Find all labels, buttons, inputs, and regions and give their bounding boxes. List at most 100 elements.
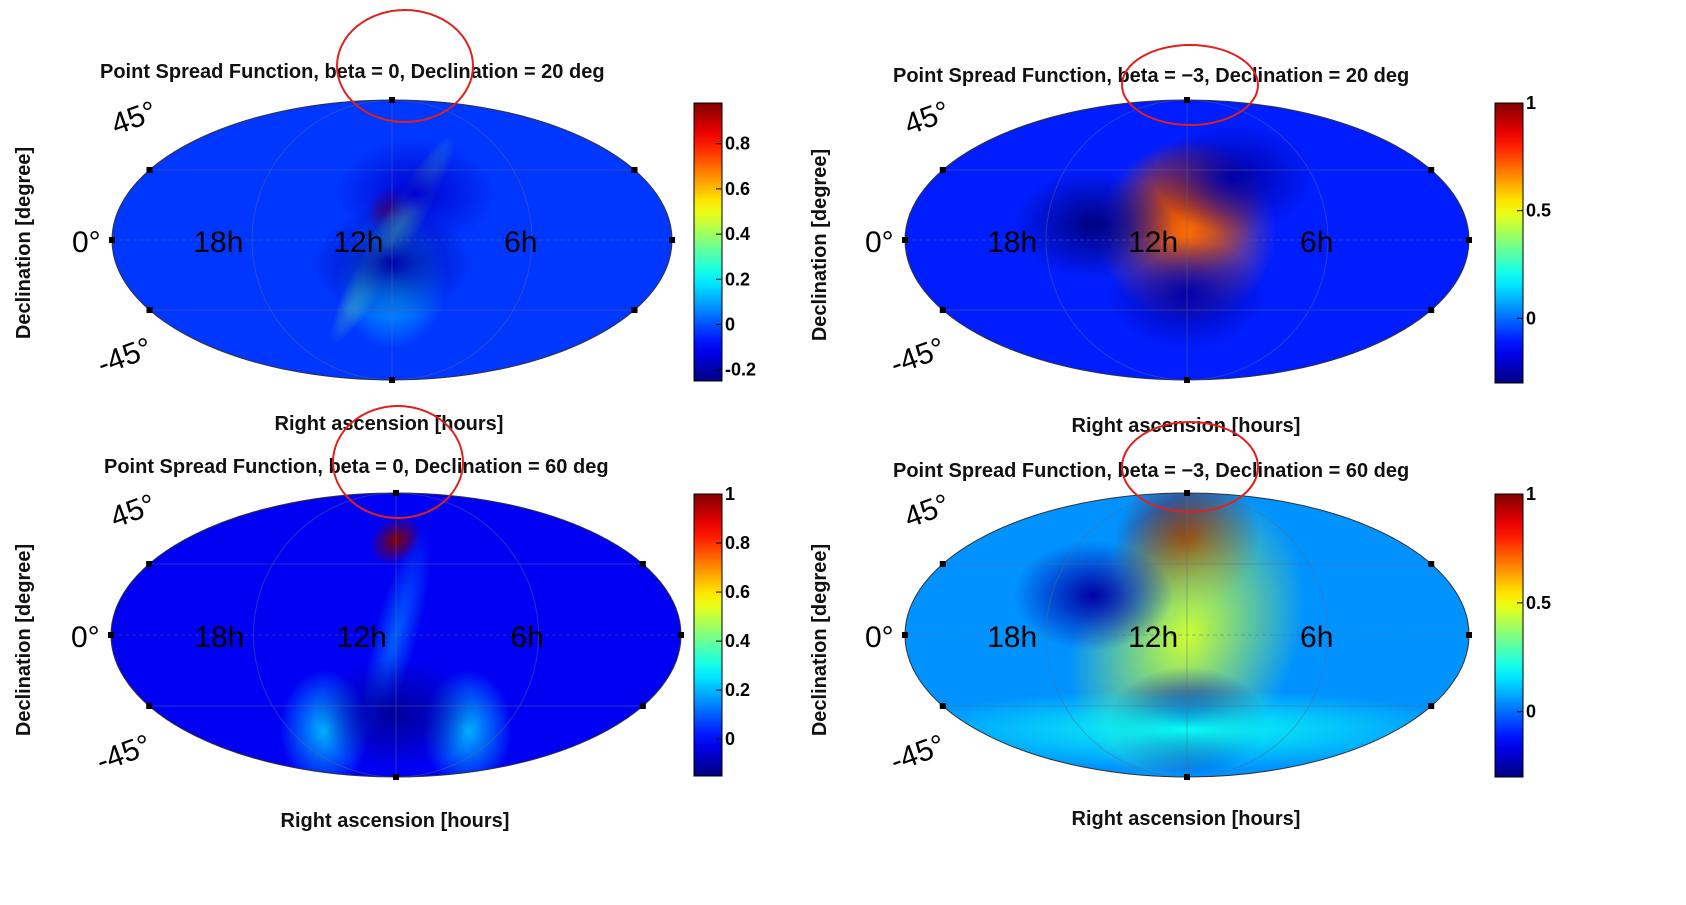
grid-tick-dot — [939, 307, 946, 313]
colorbar-tick-label: -0.2 — [725, 360, 756, 380]
colorbar-tick-label: 0.5 — [1526, 593, 1551, 613]
panel-title: Point Spread Function, beta = −3, Declin… — [893, 65, 1409, 87]
colorbar: 0 0.2 0.4 0.6 0.8 1 — [693, 484, 750, 777]
grid-tick-dot — [146, 307, 153, 313]
grid-tick-dot — [1428, 167, 1435, 173]
dec-tick-label: -45° — [93, 332, 156, 382]
y-axis-label: Declination [degree] — [809, 544, 831, 736]
highlight-circle — [336, 9, 474, 123]
ra-tick-label: 12h — [337, 621, 387, 654]
graticule — [905, 100, 1469, 380]
dec-tick-label: 0° — [71, 621, 100, 654]
dec-tick-label: 45° — [107, 95, 161, 142]
grid-tick-dot — [678, 632, 684, 638]
panel-4: 18h 12h 6h 45° 0° -45° Point Spread Function, … — [809, 421, 1551, 830]
dec-tick-label: 0° — [865, 226, 894, 259]
colorbar-gradient — [1494, 493, 1524, 778]
ra-tick-label: 18h — [194, 621, 244, 654]
grid-tick-dot — [389, 377, 395, 383]
grid-tick-dot — [1184, 377, 1190, 383]
panel-2: 18h 12h 6h 45° 0° -45° Point Spread Function, … — [809, 44, 1551, 437]
colorbar-tick-label: 1 — [1526, 484, 1536, 504]
map-feature-negative-lobe — [312, 208, 472, 319]
ra-tick-label: 6h — [1300, 226, 1333, 259]
ra-tick-label: 6h — [1300, 621, 1333, 654]
highlight-circle — [1121, 44, 1259, 126]
dec-tick-label: 0° — [865, 621, 894, 654]
colorbar-tick-label: 1 — [725, 484, 735, 504]
grid-tick-dot — [146, 703, 153, 709]
grid-tick-dot — [939, 561, 946, 567]
sky-map-4 — [905, 493, 1469, 777]
colorbar: 00.51 — [1494, 484, 1551, 778]
panel-1: 18h 12h 6h 45° 0° -45° Point Spread Function, … — [13, 9, 756, 435]
colorbar-gradient — [693, 102, 723, 382]
dec-tick-label: 0° — [72, 226, 101, 259]
colorbar-tick-label: 0 — [1526, 702, 1536, 722]
dec-tick-label: 45° — [900, 488, 954, 535]
dec-tick-label: -45° — [886, 332, 949, 382]
colorbar-tick-label: 0.2 — [725, 269, 750, 289]
grid-tick-dot — [146, 561, 153, 567]
grid-tick-dot — [669, 237, 675, 243]
sky-map-3 — [111, 493, 681, 777]
meridian-6h-18h — [253, 493, 539, 777]
colorbar-tick-label: 0.5 — [1526, 201, 1551, 221]
ra-tick-label: 18h — [987, 621, 1037, 654]
dec-tick-label: -45° — [886, 729, 949, 779]
colorbar-tick-label: 0.4 — [725, 224, 750, 244]
colorbar-tick-label: 0.4 — [725, 631, 750, 651]
colorbar-tick-label: 1 — [1526, 93, 1536, 113]
grid-tick-dot — [1428, 307, 1435, 313]
graticule — [905, 493, 1469, 777]
highlight-circle — [332, 405, 464, 519]
sky-map-1 — [112, 100, 672, 380]
colorbar-tick-label: 0 — [725, 314, 735, 334]
grid-tick-dot — [1184, 774, 1190, 780]
grid-tick-dot — [1184, 490, 1190, 496]
colorbar-tick-label: 0.8 — [725, 134, 750, 154]
x-axis-label: Right ascension [hours] — [1072, 808, 1301, 830]
grid-tick-dot — [1428, 703, 1435, 709]
map-feature-positive-rim — [905, 689, 1469, 770]
grid-tick-dot — [1184, 97, 1190, 103]
highlight-circle — [1121, 421, 1259, 513]
grid-tick-dot — [631, 307, 638, 313]
grid-tick-dot — [639, 703, 646, 709]
colorbar: -0.2 0 0.2 0.4 0.6 0.8 — [693, 102, 756, 382]
ra-tick-label: 12h — [1128, 226, 1178, 259]
map-feature-negative-lobe — [1107, 239, 1267, 350]
grid-tick-dot — [939, 703, 946, 709]
colorbar-gradient — [693, 493, 723, 777]
meridian-6h-18h — [251, 100, 533, 380]
dec-tick-label: -45° — [92, 729, 155, 779]
x-axis-label: Right ascension [hours] — [281, 810, 510, 832]
x-axis-label: Right ascension [hours] — [275, 413, 504, 435]
ra-tick-label: 6h — [510, 621, 543, 654]
panel-title: Point Spread Function, beta = 0, Declina… — [104, 456, 609, 478]
grid-tick-dot — [389, 97, 395, 103]
grid-tick-dot — [1466, 632, 1472, 638]
sky-map-2 — [905, 100, 1469, 380]
colorbar-tick-label: 0 — [725, 729, 735, 749]
ra-tick-label: 6h — [504, 226, 537, 259]
colorbar-gradient — [1494, 102, 1524, 384]
panel-3: 18h 12h 6h 45° 0° -45° Point Spread Function, … — [13, 405, 750, 832]
y-axis-label: Declination [degree] — [809, 149, 831, 341]
graticule — [112, 100, 672, 380]
grid-tick-dot — [939, 167, 946, 173]
meridian-6h-18h — [1045, 493, 1329, 777]
map-feature-negative-lobe — [1013, 169, 1173, 280]
panel-title: Point Spread Function, beta = 0, Declina… — [100, 61, 605, 83]
colorbar-tick-label: 0.6 — [725, 179, 750, 199]
grid-tick-dot — [902, 237, 908, 243]
dec-tick-label: 45° — [106, 488, 160, 535]
map-feature-negative-lobe — [1154, 122, 1314, 233]
colorbar: 00.51 — [1494, 93, 1551, 384]
map-feature-negative-lobe — [316, 658, 476, 769]
map-feature-negative-lobe — [1013, 540, 1173, 651]
grid-tick-dot — [108, 632, 114, 638]
grid-tick-dot — [109, 237, 115, 243]
meridian-6h-18h — [1045, 100, 1329, 380]
